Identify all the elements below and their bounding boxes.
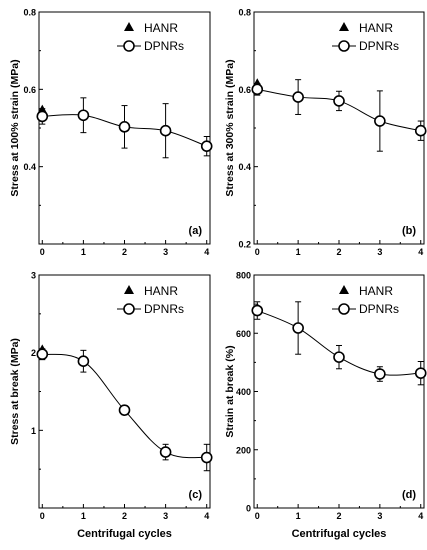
y-tick-label: 0.6 [238,85,251,95]
legend-label-hanr: HANR [144,21,178,35]
panel-label: (b) [402,225,416,237]
data-point-dpnrs [77,109,90,122]
legend-marker-hanr [339,285,349,294]
x-tick-label: 2 [336,247,341,257]
y-tick-label: 2 [31,348,36,358]
legend-marker-hanr [339,22,349,31]
y-tick-label: 0.8 [238,8,251,18]
data-point-dpnrs [414,367,427,379]
legend-marker-hanr [124,285,134,294]
y-axis-label: Strain at break (%) [224,345,236,437]
x-tick-label: 4 [204,511,209,521]
y-tick-label: 0.2 [238,240,251,250]
legend-marker-hanr [124,22,134,31]
y-axis-label: Stress at 100% strain (MPa) [9,59,21,196]
data-point-dpnrs [77,355,90,368]
x-tick-label: 2 [122,247,127,257]
x-tick-label: 0 [255,247,260,257]
chart-panel-a: 0 1 2 3 4 0.4 0.6 0.8 Stress at 100% strain (MPa… [9,8,213,257]
y-axis-label: Stress at break (MPa) [9,338,21,445]
y-axis-label: Stress at 300% strain (MPa) [224,59,236,196]
x-tick-label: 1 [81,247,86,257]
legend-label-dpnrs: DPNRs [359,302,399,316]
legend-label-dpnrs: DPNRs [144,39,184,53]
legend-label-dpnrs: DPNRs [359,39,399,53]
x-tick-label: 0 [40,247,45,257]
x-tick-label: 1 [296,511,301,521]
data-point-dpnrs [118,121,131,133]
y-tick-label: 200 [236,445,251,455]
chart-panel-c: 0 1 2 3 4 1 2 3 Stress at break (MPa) Centrifugal… [9,271,213,540]
data-point-dpnrs [374,368,386,380]
data-point-dpnrs [414,124,427,137]
y-tick-label: 800 [236,271,251,281]
x-tick-label: 3 [377,247,382,257]
data-point-dpnrs [292,91,304,103]
data-point-dpnrs [251,83,264,96]
x-tick-label: 3 [163,247,168,257]
data-point-dpnrs [36,348,49,361]
legend-label-hanr: HANR [144,284,178,298]
x-tick-label: 0 [40,511,45,521]
x-tick-label: 0 [255,511,260,521]
data-point-dpnrs [333,351,345,363]
y-tick-label: 0.6 [23,85,36,95]
x-tick-label: 4 [204,247,209,257]
data-point-dpnrs [200,140,213,152]
x-axis-label: Centrifugal cycles [77,528,172,540]
y-tick-label: 3 [31,271,36,281]
chart-panel-b: 0 1 2 3 4 0.2 0.4 0.6 0.8 Stress at 300% strain (… [224,8,427,257]
x-tick-label: 3 [377,511,382,521]
panel-label: (d) [402,489,416,501]
y-tick-label: 600 [236,329,251,339]
legend-marker-dpnrs [123,303,135,315]
legend-label-dpnrs: DPNRs [144,302,184,316]
data-point-dpnrs [118,404,131,416]
x-tick-label: 2 [122,511,127,521]
data-point-dpnrs [159,124,172,137]
legend-marker-dpnrs [123,40,135,52]
panel-label: (a) [189,225,203,237]
data-point-dpnrs [159,446,172,458]
legend-label-hanr: HANR [359,21,393,35]
x-axis-label: Centrifugal cycles [292,528,387,540]
data-point-dpnrs [36,110,49,123]
x-tick-label: 4 [418,247,423,257]
data-point-dpnrs [374,115,386,127]
x-tick-label: 1 [296,247,301,257]
y-tick-label: 0.8 [23,8,36,18]
panel-label: (c) [189,489,203,501]
x-tick-label: 3 [163,511,168,521]
x-tick-label: 1 [81,511,86,521]
chart-panel-d: 0 1 2 3 4 0 200 400 600 800 Strain at break (%) Cen… [224,271,427,540]
data-point-dpnrs [251,304,264,317]
y-tick-label: 0.4 [238,162,251,172]
y-tick-label: 0 [246,504,251,514]
legend-marker-dpnrs [338,40,350,52]
x-tick-label: 2 [336,511,341,521]
x-tick-label: 4 [418,511,423,521]
data-point-dpnrs [333,95,345,107]
y-tick-label: 400 [236,387,251,397]
legend-label-hanr: HANR [359,284,393,298]
data-point-dpnrs [200,451,213,464]
data-point-dpnrs [292,322,304,334]
y-tick-label: 1 [31,426,36,436]
y-tick-label: 0.4 [23,162,36,172]
legend-marker-dpnrs [338,303,350,315]
